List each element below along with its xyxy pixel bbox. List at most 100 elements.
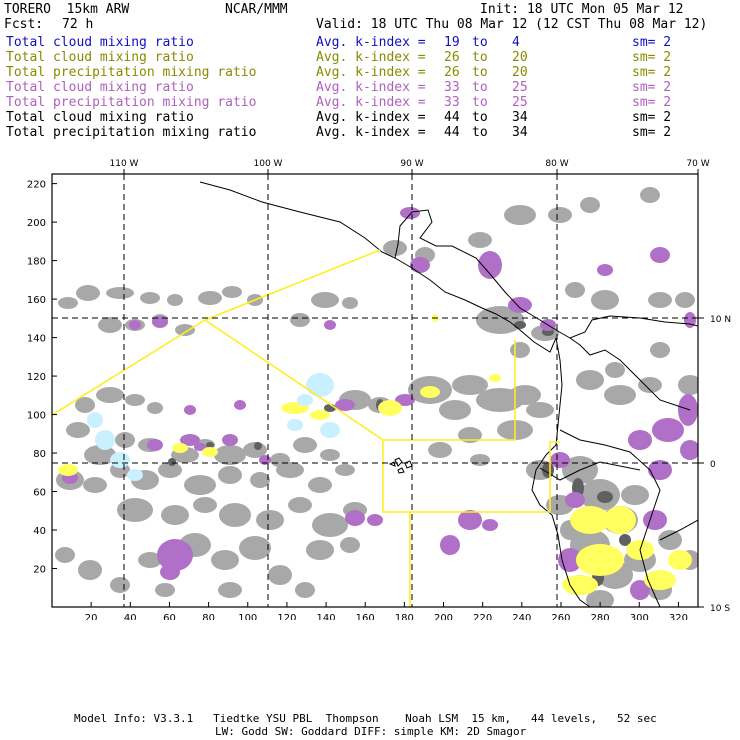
- nest-domains: [52, 249, 560, 607]
- cloud-cell: [638, 377, 662, 393]
- cloud-cell-moderate: [310, 410, 330, 420]
- legend-kindex-from: 19: [444, 35, 460, 50]
- cloud-cell: [106, 287, 134, 299]
- cloud-cell: [311, 292, 339, 308]
- longitude-label: 110 W: [110, 159, 139, 169]
- legend-field-name: Total precipitation mixing ratio: [6, 95, 257, 110]
- coastline-west-south-america: [531, 337, 591, 607]
- precip-cell: [648, 460, 672, 480]
- precip-cell: [440, 535, 460, 555]
- cloud-core: [514, 321, 526, 329]
- cloud-cell: [250, 472, 270, 488]
- cloud-cell: [621, 485, 649, 505]
- cloud-cell: [83, 477, 107, 493]
- legend-to-word: to: [472, 125, 488, 140]
- legend-kindex-to: 34: [512, 110, 528, 125]
- cloud-cell: [288, 497, 312, 513]
- cloud-core: [254, 442, 262, 450]
- domain-boundary: [204, 319, 516, 441]
- cloud-cell: [510, 342, 530, 358]
- legend-kindex-from: 26: [444, 65, 460, 80]
- precip-cell: [335, 399, 355, 411]
- legend-kindex-from: 33: [444, 80, 460, 95]
- cloud-cell: [155, 583, 175, 597]
- cloud-cell: [76, 285, 100, 301]
- y-tick-label: 60: [33, 488, 46, 499]
- x-tick-label: 300: [630, 613, 649, 620]
- cloud-cell-light: [95, 430, 115, 450]
- y-tick-label: 180: [27, 257, 46, 268]
- cloud-cell-light: [287, 419, 303, 431]
- precip-cell: [184, 405, 196, 415]
- cloud-cell: [320, 449, 340, 461]
- cloud-cell: [586, 590, 614, 607]
- precip-cell: [650, 247, 670, 263]
- cloud-cell: [293, 437, 317, 453]
- precip-cell: [628, 430, 652, 450]
- cloud-cell: [167, 294, 183, 306]
- model-info-line2: LW: Godd SW: Goddard DIFF: simple KM: 2D…: [215, 725, 527, 738]
- forecast-value: 72 h: [62, 17, 94, 32]
- y-tick-label: 220: [27, 180, 46, 191]
- precip-cell: [129, 320, 141, 330]
- coastlines: [199, 181, 698, 607]
- precip-cell: [678, 394, 698, 426]
- cloud-cell: [658, 530, 682, 550]
- x-tick-label: 320: [669, 613, 688, 620]
- cloud-core: [597, 491, 613, 503]
- longitude-label: 80 W: [545, 159, 568, 169]
- map-frame: [51, 173, 699, 608]
- legend-to-word: to: [472, 50, 488, 65]
- cloud-cell: [214, 445, 246, 465]
- map-axes: 20 40 60 80 100 120 140 160 180 200 220 240 260 280 30…: [27, 159, 731, 620]
- border-andean-countries: [559, 429, 661, 607]
- cloud-cell: [96, 387, 124, 403]
- cloud-core: [168, 458, 176, 466]
- legend-field-name: Total precipitation mixing ratio: [6, 125, 257, 140]
- domain-boundary: [382, 440, 560, 513]
- valid-time: Valid: 18 UTC Thu 08 Mar 12 (12 CST Thu …: [316, 17, 708, 32]
- forecast-label: Fcst:: [4, 17, 44, 32]
- precip-cell: [478, 251, 502, 279]
- precip-cell: [147, 439, 163, 451]
- legend-kindex-from: 44: [444, 110, 460, 125]
- precip-cell: [550, 452, 570, 468]
- cloud-cell: [308, 477, 332, 493]
- cloud-cell: [110, 577, 130, 593]
- cloud-cell: [66, 422, 90, 438]
- precip-cell: [345, 510, 365, 526]
- cloud-cell: [78, 560, 102, 580]
- x-tick-label: 200: [434, 613, 453, 620]
- cloud-cell-moderate: [562, 575, 598, 595]
- y-tick-label: 100: [27, 411, 46, 422]
- cloud-cell: [504, 205, 536, 225]
- cloud-cell: [115, 432, 135, 448]
- cloud-cell: [193, 497, 217, 513]
- precip-cell: [597, 264, 613, 276]
- cloud-cell: [184, 475, 216, 495]
- cloud-cell: [218, 582, 242, 598]
- legend-kindex-label: Avg. k-index =: [316, 110, 426, 125]
- precip-cell: [367, 514, 383, 526]
- legend-smoothing: sm= 2: [632, 35, 672, 50]
- y-tick-label: 160: [27, 295, 46, 306]
- y-tick-label: 200: [27, 218, 46, 229]
- x-tick-label: 100: [238, 613, 257, 620]
- legend-smoothing: sm= 2: [632, 65, 672, 80]
- forecast-fields: [55, 187, 698, 607]
- precip-cell: [160, 564, 180, 580]
- legend-kindex-to: 25: [512, 80, 528, 95]
- cloud-cell: [219, 503, 251, 527]
- y-tick-label: 80: [33, 449, 46, 460]
- legend-kindex-from: 26: [444, 50, 460, 65]
- x-tick-label: 260: [551, 613, 570, 620]
- model-title: TORERO 15km ARW: [4, 2, 130, 17]
- precip-cell: [157, 539, 193, 571]
- legend-smoothing: sm= 2: [632, 50, 672, 65]
- cloud-cell-moderate: [489, 374, 501, 382]
- cloud-cell: [452, 375, 488, 395]
- border-venezuela: [569, 337, 691, 411]
- cloud-cell-moderate: [668, 550, 692, 570]
- cloud-cell: [604, 385, 636, 405]
- cloud-cell: [312, 513, 348, 537]
